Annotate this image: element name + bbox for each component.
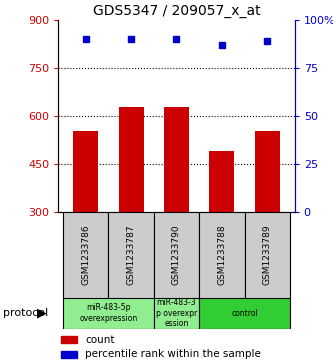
Text: count: count — [86, 335, 115, 344]
Text: percentile rank within the sample: percentile rank within the sample — [86, 349, 261, 359]
FancyBboxPatch shape — [199, 298, 290, 329]
FancyBboxPatch shape — [154, 298, 199, 329]
Bar — [119, 106, 144, 212]
Title: GDS5347 / 209057_x_at: GDS5347 / 209057_x_at — [93, 4, 260, 17]
Bar — [61, 351, 77, 358]
Bar — [209, 151, 234, 212]
Text: GSM1233788: GSM1233788 — [217, 225, 226, 285]
Bar — [61, 336, 77, 343]
FancyBboxPatch shape — [63, 212, 108, 298]
FancyBboxPatch shape — [63, 298, 154, 329]
FancyBboxPatch shape — [108, 212, 154, 298]
Text: GSM1233789: GSM1233789 — [263, 225, 272, 285]
Text: GSM1233787: GSM1233787 — [127, 225, 136, 285]
Text: ▶: ▶ — [37, 307, 46, 319]
Text: GSM1233790: GSM1233790 — [172, 225, 181, 285]
Text: GSM1233786: GSM1233786 — [81, 225, 90, 285]
Bar — [255, 131, 280, 212]
FancyBboxPatch shape — [245, 212, 290, 298]
Text: miR-483-3
p overexpr
ession: miR-483-3 p overexpr ession — [156, 298, 197, 328]
Text: protocol: protocol — [3, 308, 49, 318]
FancyBboxPatch shape — [199, 212, 245, 298]
Text: control: control — [231, 309, 258, 318]
Text: miR-483-5p
overexpression: miR-483-5p overexpression — [79, 303, 138, 323]
FancyBboxPatch shape — [154, 212, 199, 298]
Bar — [164, 107, 189, 212]
Bar — [73, 131, 98, 212]
